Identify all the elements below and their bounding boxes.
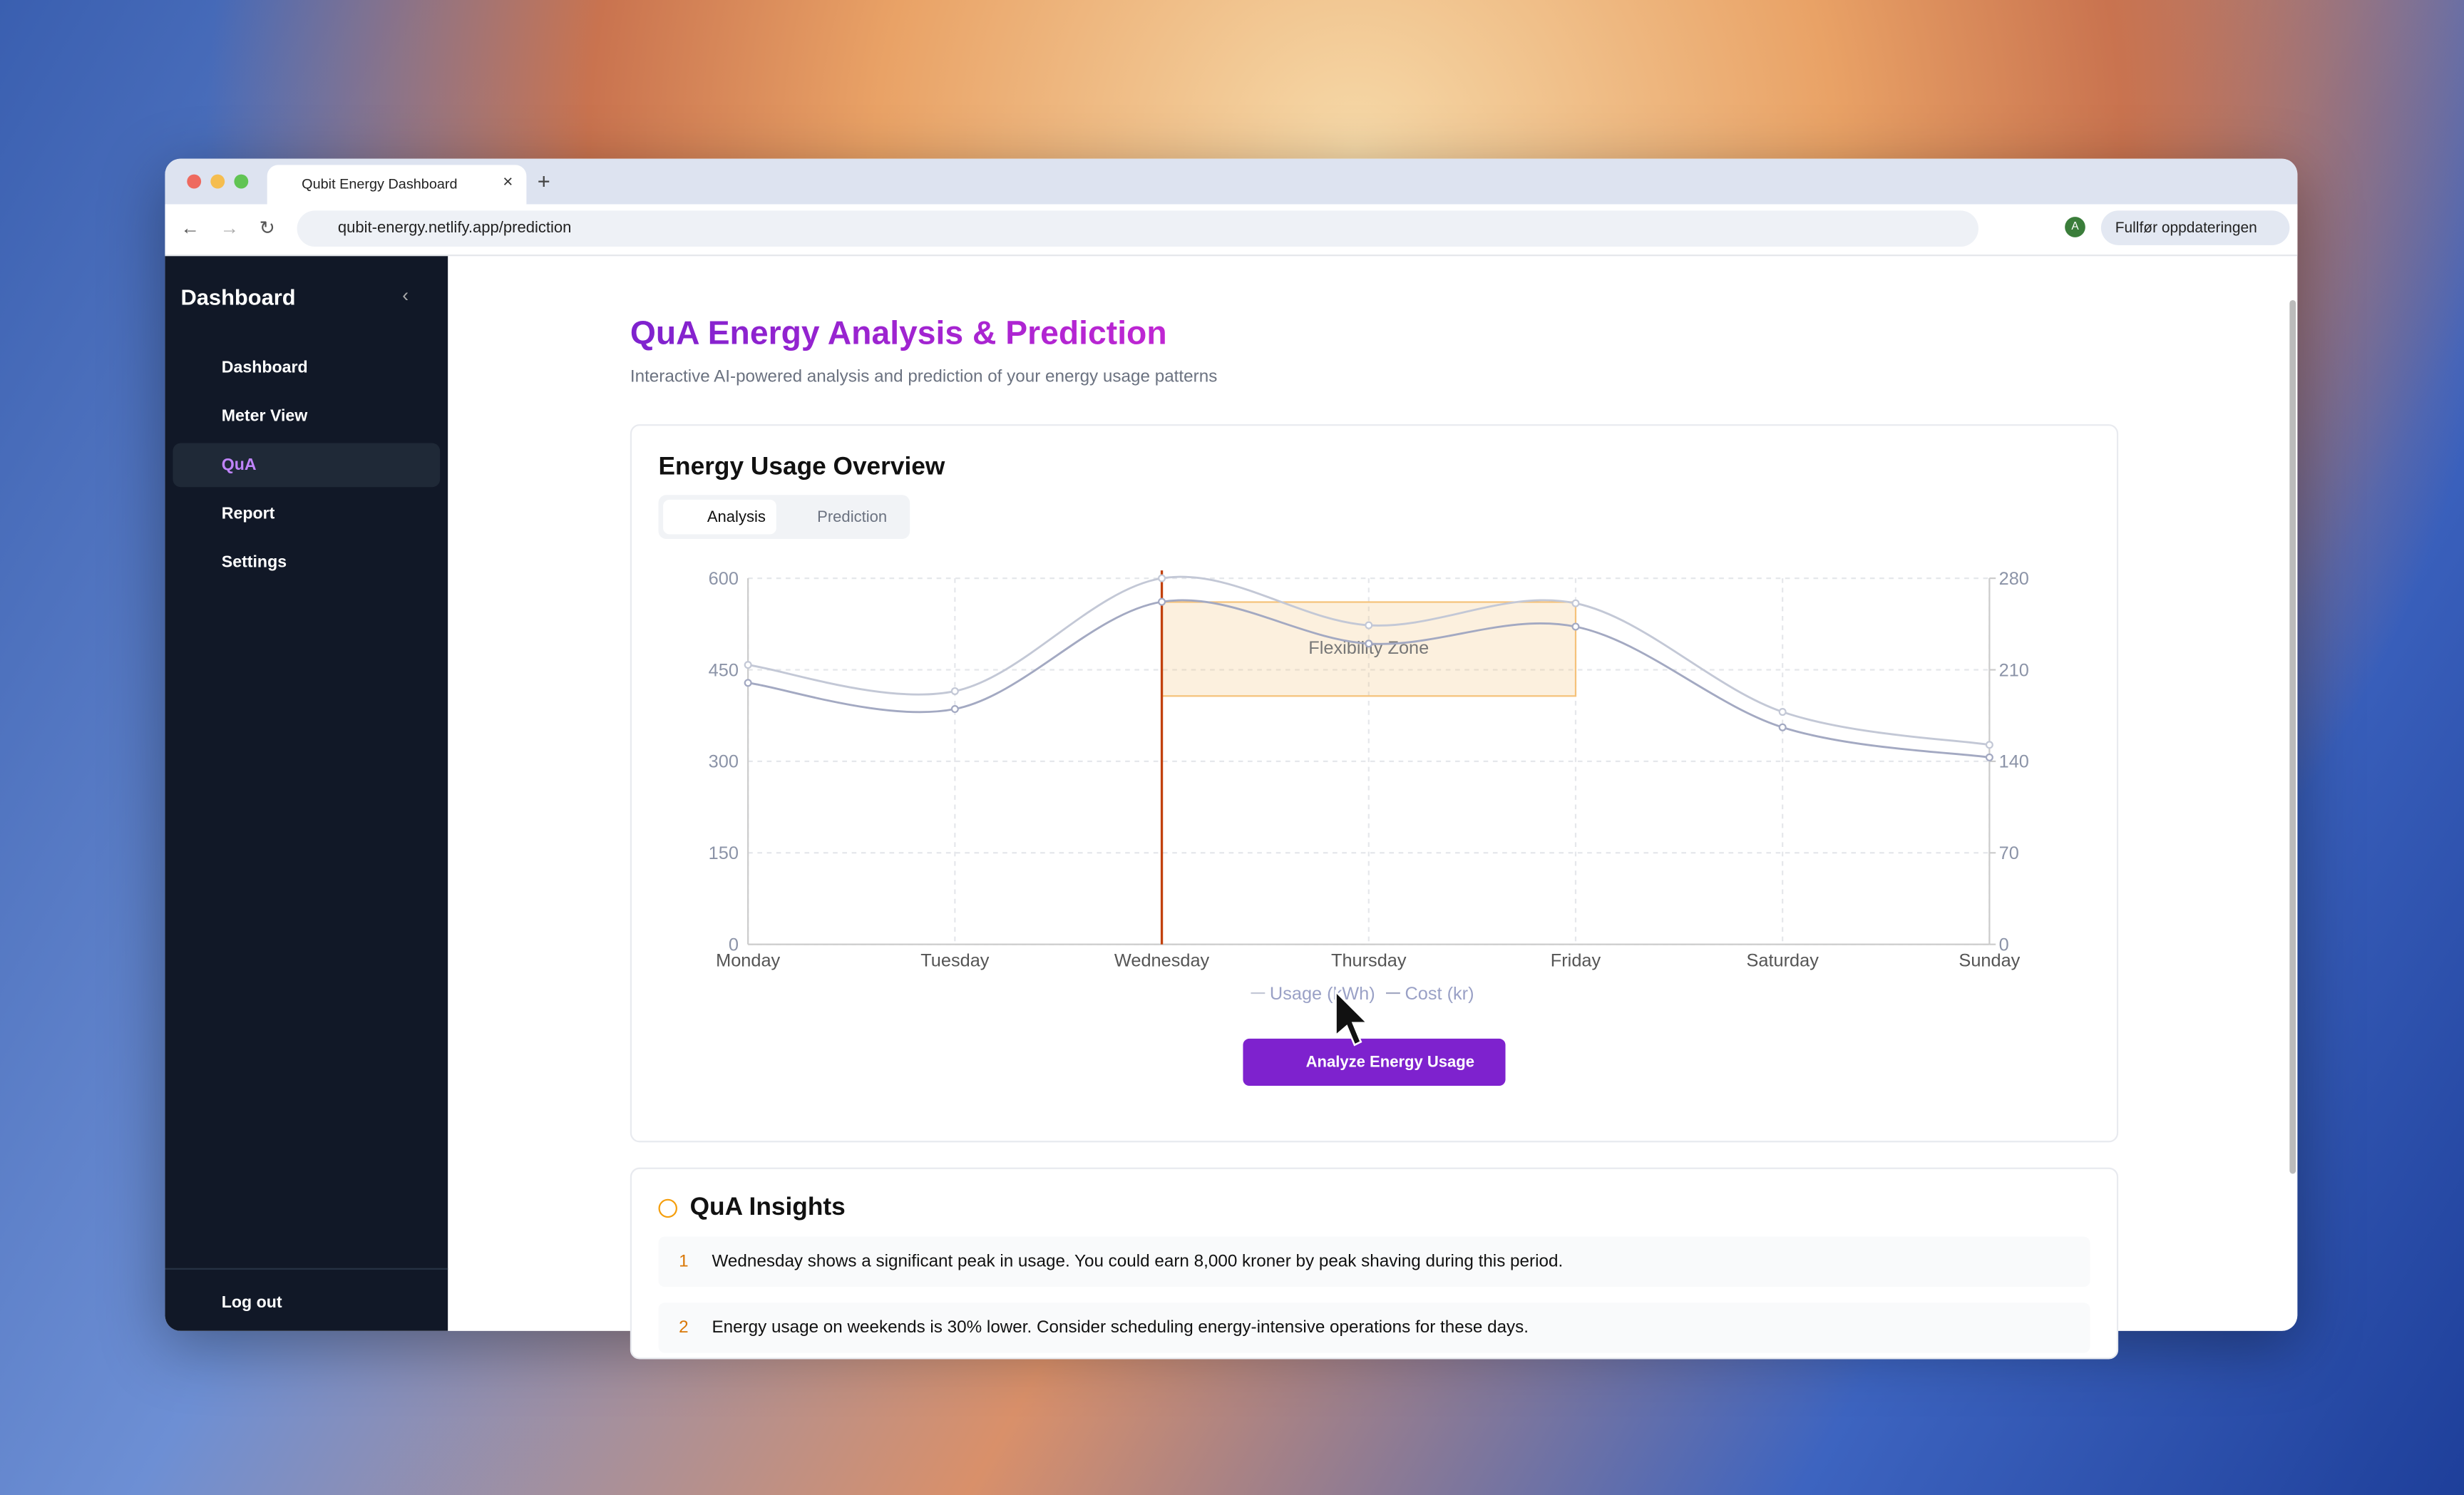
- y2-tick-label: 280: [1999, 569, 2029, 589]
- y2-tick-label: 70: [1999, 843, 2019, 863]
- y2-tick-label: 140: [1999, 752, 2029, 772]
- insights-title: QuA Insights: [689, 1194, 846, 1221]
- x-tick-label: Wednesday: [1114, 951, 1210, 971]
- collapse[interactable]: ‹: [402, 284, 409, 307]
- divider: [165, 1268, 448, 1270]
- x-tick-label: Thursday: [1331, 951, 1407, 971]
- insight-row: 1 Wednesday shows a significant peak in …: [658, 1236, 2090, 1288]
- insight-row: 2 Energy usage on weekends is 30% lower.…: [658, 1303, 2090, 1353]
- nav-item[interactable]: Report: [173, 492, 440, 536]
- point: [950, 705, 959, 714]
- x-tick-label: Tuesday: [920, 951, 990, 971]
- reload[interactable]: ↻: [259, 217, 275, 240]
- insight-number: 2: [679, 1318, 689, 1337]
- logout-label: Log out: [221, 1293, 282, 1312]
- point: [1158, 597, 1166, 606]
- point: [744, 679, 752, 687]
- analyze-button[interactable]: Analyze Energy Usage: [1243, 1038, 1506, 1086]
- url: qubit-energy.netlify.app/prediction: [337, 220, 572, 237]
- tab-label: Analysis: [707, 509, 766, 527]
- flexibility-zone: [1161, 601, 1577, 697]
- y2-tick-label: 0: [1999, 935, 2009, 955]
- insight-number: 1: [679, 1252, 689, 1272]
- point: [1158, 574, 1166, 582]
- point: [1365, 621, 1373, 630]
- point: [744, 661, 752, 669]
- nav-label: Report: [221, 504, 275, 523]
- point: [1571, 599, 1580, 607]
- new-tab[interactable]: +: [537, 168, 550, 194]
- update-button[interactable]: Fullfør oppdateringen: [2100, 210, 2290, 245]
- insight-icon: [658, 1198, 677, 1218]
- legend-label: Usage (kWh): [1270, 984, 1375, 1004]
- nav-item[interactable]: Settings: [173, 540, 440, 585]
- y2-tick-label: 210: [1999, 660, 2029, 680]
- profile[interactable]: A: [2065, 217, 2085, 237]
- card-title: Energy Usage Overview: [658, 453, 945, 481]
- nav-label: Meter View: [221, 406, 308, 426]
- nav-item[interactable]: Meter View: [173, 394, 440, 438]
- nav-label: QuA: [221, 456, 257, 475]
- back[interactable]: ←: [180, 217, 200, 240]
- x-tick-label: Monday: [716, 951, 780, 971]
- scrollbar[interactable]: [2289, 299, 2296, 1174]
- y-tick-label: 300: [709, 752, 739, 772]
- nav-label: Dashboard: [221, 358, 308, 377]
- x-tick-label: Saturday: [1746, 951, 1819, 971]
- tab-close[interactable]: ×: [503, 173, 513, 192]
- point: [1985, 753, 1993, 761]
- y-tick-label: 450: [709, 660, 739, 680]
- sidebar-title: Dashboard: [180, 284, 296, 310]
- nav-item[interactable]: Dashboard: [173, 346, 440, 390]
- insight-text: Wednesday shows a significant peak in us…: [712, 1252, 1564, 1272]
- tab[interactable]: Qubit Energy Dashboard ×: [267, 165, 527, 205]
- wallpaper-strip: [0, 1331, 2464, 1494]
- max-dot[interactable]: [234, 174, 249, 189]
- tab-bar: Qubit Energy Dashboard × +: [165, 158, 2298, 205]
- y-tick-label: 600: [709, 569, 739, 589]
- y-tick-label: 150: [709, 843, 739, 863]
- x-tick-label: Sunday: [1959, 951, 2020, 971]
- x-tick-label: Friday: [1551, 951, 1601, 971]
- point: [1778, 723, 1787, 731]
- point: [1985, 741, 1993, 749]
- tab-title: Qubit Energy Dashboard: [302, 175, 458, 192]
- y-tick-label: 0: [729, 935, 739, 955]
- button-label: Analyze Energy Usage: [1305, 1054, 1475, 1072]
- tabs: Analysis Prediction: [658, 495, 910, 540]
- update-label: Fullfør oppdateringen: [2115, 220, 2257, 237]
- nav-label: Settings: [221, 553, 287, 572]
- forward[interactable]: →: [220, 217, 240, 240]
- cursor: [1335, 989, 1370, 1047]
- point: [1571, 622, 1580, 631]
- close-dot[interactable]: [187, 174, 202, 189]
- insight-text: Energy usage on weekends is 30% lower. C…: [712, 1318, 1529, 1337]
- page-subtitle: Interactive AI-powered analysis and pred…: [630, 367, 1218, 387]
- sidebar: Dashboard ‹ Dashboard Meter View QuA Rep…: [165, 256, 448, 1331]
- tab-prediction[interactable]: Prediction: [817, 509, 888, 527]
- point: [1365, 639, 1373, 648]
- address-bar: ← → ↻ qubit-energy.netlify.app/predictio…: [165, 204, 2298, 257]
- legend-label: Cost (kr): [1405, 984, 1474, 1004]
- logout[interactable]: Log out: [173, 1280, 440, 1325]
- nav-item-active[interactable]: QuA: [173, 443, 441, 488]
- min-dot[interactable]: [210, 174, 225, 189]
- point: [950, 687, 959, 695]
- chart-card: [630, 424, 2119, 1143]
- point: [1778, 708, 1787, 716]
- page-title: QuA Energy Analysis & Prediction: [630, 316, 1167, 354]
- tab-analysis[interactable]: Analysis: [663, 499, 776, 535]
- url-field[interactable]: qubit-energy.netlify.app/prediction: [297, 210, 1978, 247]
